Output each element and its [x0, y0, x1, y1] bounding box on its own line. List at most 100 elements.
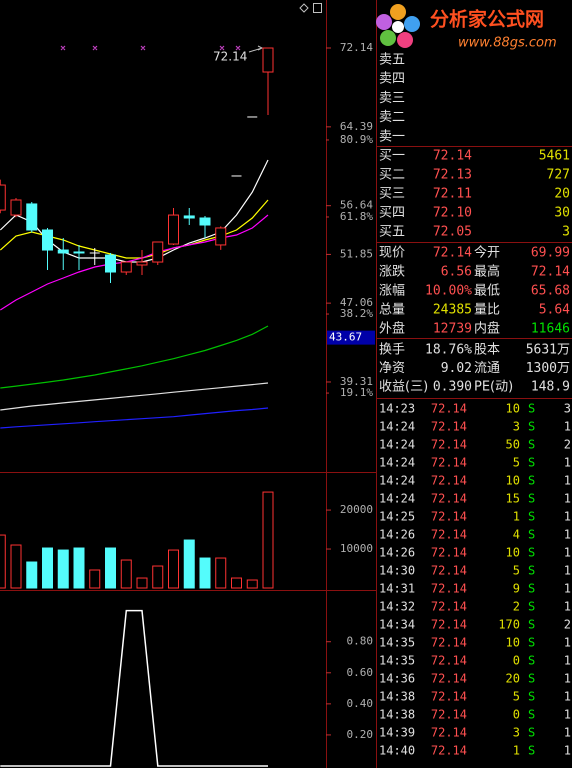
trade-count: 1: [564, 636, 571, 650]
stat-value: 148.9: [531, 380, 570, 395]
bid-label: 买五: [379, 225, 405, 240]
stat-label: 收益(三): [379, 380, 428, 395]
ask-label: 卖五: [379, 53, 405, 68]
bid-volume: 727: [547, 168, 570, 183]
stat-value: 0.390: [433, 380, 472, 395]
trade-price: 72.14: [431, 438, 467, 452]
trade-volume: 3: [513, 726, 520, 740]
trade-count: 1: [564, 744, 571, 758]
trade-time: 14:24: [379, 456, 415, 470]
trade-count: 1: [564, 708, 571, 722]
icon-window[interactable]: [313, 3, 322, 13]
trade-time: 14:24: [379, 420, 415, 434]
marker-crosses: [60, 45, 241, 51]
trade-time: 14:39: [379, 726, 415, 740]
price-annotation: 72.14: [213, 50, 247, 64]
y-tick-label: 0.20: [347, 728, 374, 741]
trade-side: S: [528, 582, 535, 596]
trade-side: S: [528, 708, 535, 722]
trade-side: S: [528, 618, 535, 632]
trade-volume: 0: [513, 708, 520, 722]
trade-count: 2: [564, 618, 571, 632]
bid-label: 买二: [379, 168, 405, 183]
bid-price: 72.11: [433, 187, 472, 202]
trade-price: 72.14: [431, 528, 467, 542]
quote-value: 69.99: [531, 246, 570, 261]
candle-body: [136, 261, 148, 266]
trade-side: S: [528, 672, 535, 686]
trade-side: S: [528, 564, 535, 578]
bid-label: 买三: [379, 187, 405, 202]
trade-price: 72.14: [431, 456, 467, 470]
quote-label: 内盘: [474, 321, 500, 337]
trade-price: 72.14: [431, 636, 467, 650]
volume-bar: [262, 491, 274, 589]
stat-label: 流通: [474, 361, 500, 376]
moving-average: [0, 159, 269, 263]
trade-side: S: [528, 456, 535, 470]
trade-count: 1: [564, 420, 571, 434]
quote-value: 5.64: [539, 303, 570, 318]
volume-bar: [152, 565, 164, 589]
trade-volume: 20: [506, 672, 520, 686]
quote-label: 总量: [379, 303, 405, 318]
trade-volume: 10: [506, 402, 520, 416]
trade-price: 72.14: [431, 564, 467, 578]
volume-bar: [42, 547, 53, 589]
candle-body: [262, 47, 274, 73]
trade-side: S: [528, 726, 535, 740]
trade-count: 1: [564, 726, 571, 740]
trade-side: S: [528, 474, 535, 488]
trade-time: 14:40: [379, 744, 415, 758]
stat-label: 换手: [379, 343, 405, 358]
trade-volume: 2: [513, 600, 520, 614]
quote-label: 涨幅: [379, 284, 405, 299]
trade-time: 14:24: [379, 438, 415, 452]
window-icons[interactable]: [299, 3, 322, 13]
trade-price: 72.14: [431, 546, 467, 560]
volume-bar: [89, 569, 101, 589]
trade-price: 72.14: [431, 402, 467, 416]
y-tick-label: 51.85: [340, 247, 373, 260]
candle-body: [57, 249, 69, 254]
trade-time: 14:31: [379, 582, 415, 596]
trade-side: S: [528, 744, 535, 758]
trade-side: S: [528, 690, 535, 704]
indicator-line: [0, 609, 268, 767]
trade-time: 14:24: [379, 474, 415, 488]
trade-count: 1: [564, 672, 571, 686]
trade-price: 72.14: [431, 690, 467, 704]
volume-bar: [246, 579, 258, 589]
quote-value: 72.14: [433, 246, 472, 261]
y-tick-label: 56.64: [340, 199, 373, 212]
icon-diamond[interactable]: [299, 3, 309, 13]
y-tick-label: 0.80: [347, 635, 374, 648]
trade-volume: 50: [506, 438, 520, 452]
trade-time: 14:26: [379, 528, 415, 542]
trade-price: 72.14: [431, 744, 467, 758]
stat-label: PE(动): [474, 380, 513, 395]
fib-label: 61.8%: [340, 210, 373, 223]
bid-volume: 3: [562, 225, 570, 240]
volume-bar: [199, 557, 211, 589]
volume-bar: [57, 549, 69, 589]
trade-side: S: [528, 402, 535, 416]
y-tick-label: 10000: [340, 542, 373, 555]
trade-count: 1: [564, 456, 571, 470]
stat-value: 5631万: [526, 343, 570, 358]
trade-volume: 1: [513, 510, 520, 524]
volume-bar: [105, 547, 116, 589]
candle-body: [199, 217, 211, 226]
trade-side: S: [528, 420, 535, 434]
trade-time: 14:30: [379, 564, 415, 578]
moving-average: [0, 325, 269, 389]
stat-label: 净资: [379, 361, 405, 376]
candle-body: [183, 215, 195, 219]
trade-time: 14:35: [379, 636, 415, 650]
candle-body: [120, 261, 132, 273]
trade-time: 14:24: [379, 492, 415, 506]
annotation-arrow: [248, 45, 264, 53]
ask-label: 卖二: [379, 110, 405, 125]
